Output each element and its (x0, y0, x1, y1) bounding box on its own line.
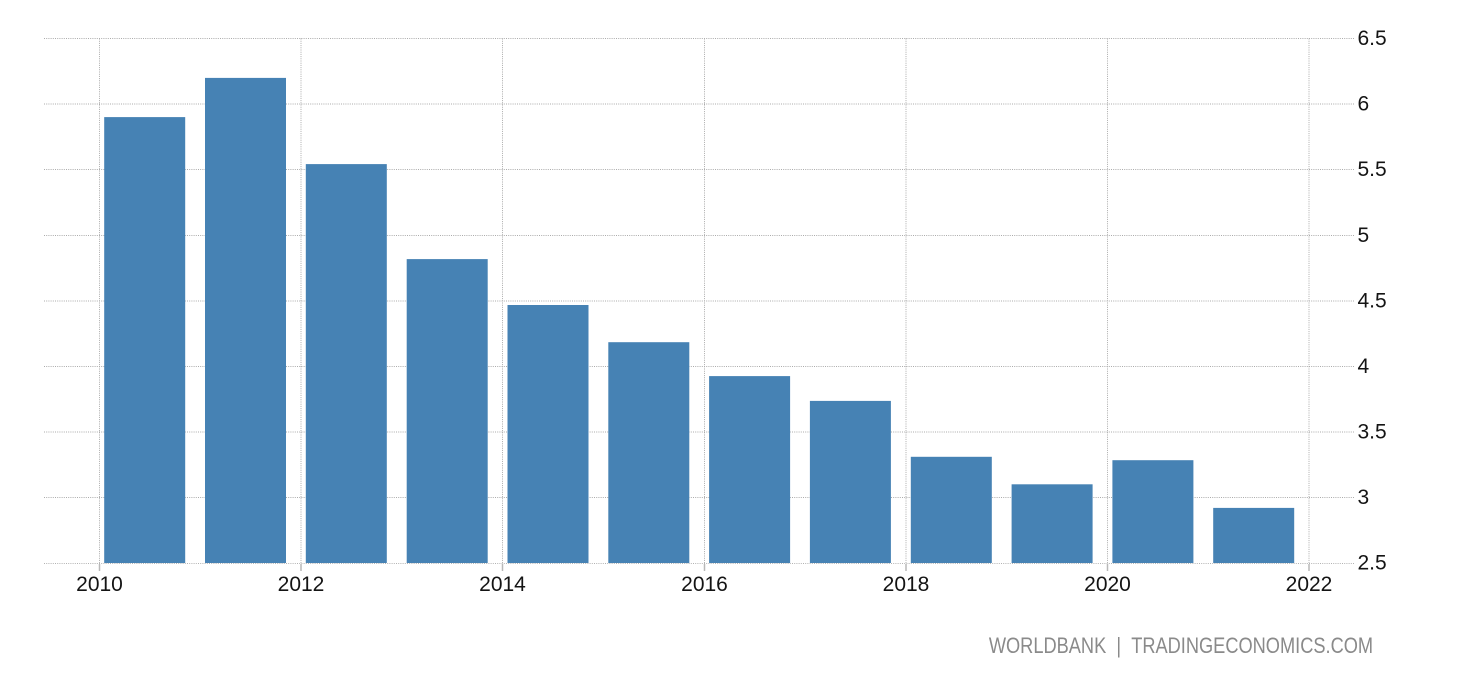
svg-text:2012: 2012 (278, 573, 325, 596)
svg-text:3.5: 3.5 (1358, 421, 1387, 444)
svg-text:2016: 2016 (681, 573, 728, 596)
svg-text:3: 3 (1358, 486, 1370, 509)
svg-text:2022: 2022 (1286, 573, 1333, 596)
svg-text:2018: 2018 (883, 573, 930, 596)
svg-text:5: 5 (1358, 224, 1370, 247)
svg-text:2014: 2014 (479, 573, 526, 596)
svg-text:2010: 2010 (76, 573, 123, 596)
svg-text:4.5: 4.5 (1358, 290, 1387, 313)
svg-text:6.5: 6.5 (1358, 27, 1387, 50)
svg-text:4: 4 (1358, 355, 1370, 378)
svg-text:2.5: 2.5 (1358, 552, 1387, 575)
svg-text:2020: 2020 (1084, 573, 1131, 596)
svg-text:5.5: 5.5 (1358, 158, 1387, 181)
svg-text:6: 6 (1358, 93, 1370, 116)
